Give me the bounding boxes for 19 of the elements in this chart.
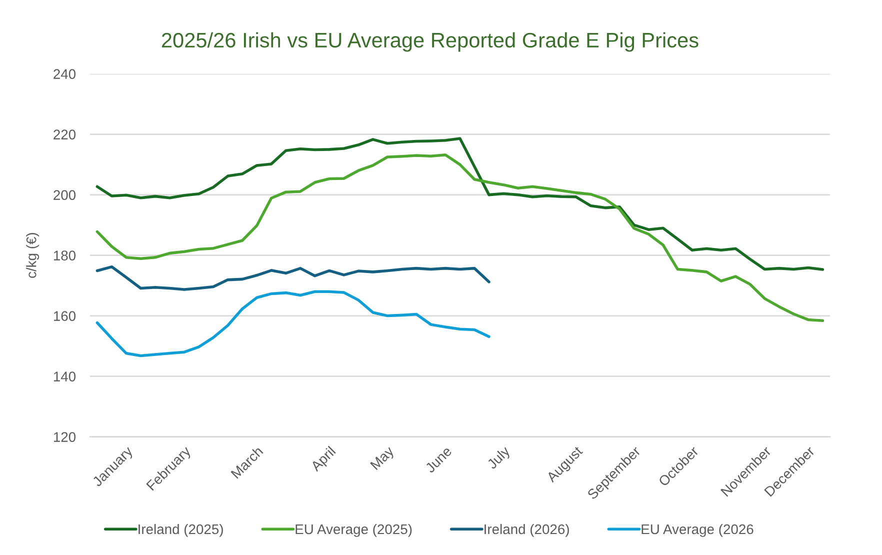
x-tick-label: July xyxy=(486,445,513,472)
line-series xyxy=(96,137,824,271)
chart-title: 2025/26 Irish vs EU Average Reported Grade E Pig Prices xyxy=(162,32,698,52)
y-tick-label: 200 xyxy=(54,190,76,200)
y-tick-label: 140 xyxy=(54,372,76,382)
y-tick-label: 180 xyxy=(54,250,76,260)
y-tick-label: 220 xyxy=(54,130,76,140)
line-series xyxy=(96,265,490,291)
y-axis-title: c/kg (€) xyxy=(26,233,40,278)
legend-label: EU Average (2026 xyxy=(642,524,754,537)
legend-label: Ireland (2025) xyxy=(138,524,223,537)
x-tick-label: May xyxy=(370,445,397,472)
y-tick-label: 120 xyxy=(54,432,76,442)
line-series xyxy=(96,290,490,358)
y-tick-label: 240 xyxy=(54,69,76,79)
y-tick-label: 160 xyxy=(54,311,76,321)
legend-label: Ireland (2026) xyxy=(484,524,569,537)
line-series xyxy=(96,153,824,322)
legend-label: EU Average (2025) xyxy=(296,524,412,537)
